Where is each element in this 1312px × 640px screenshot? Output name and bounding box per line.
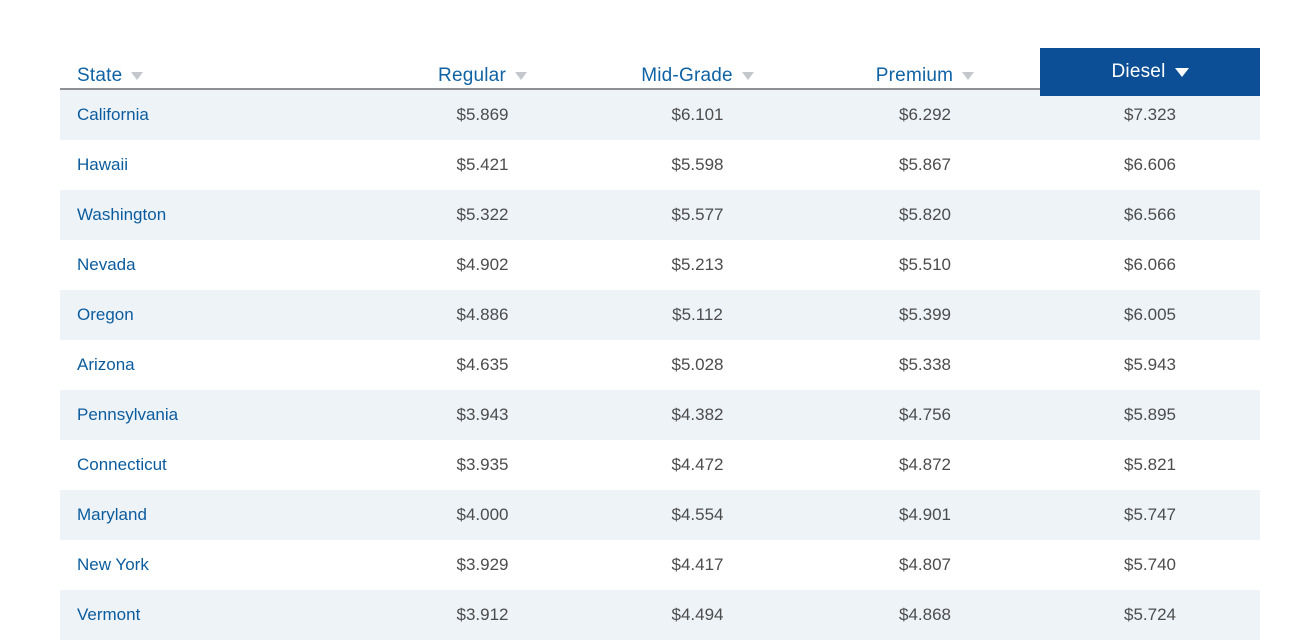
price-cell-diesel: $5.740	[1124, 555, 1176, 574]
table-row: Oregon $4.886 $5.112 $5.399 $6.005	[60, 290, 1260, 340]
price-cell-midgrade: $4.554	[671, 505, 724, 524]
price-cell-premium: $4.901	[899, 505, 951, 524]
table-row: Connecticut $3.935 $4.472 $4.872 $5.821	[60, 440, 1260, 490]
table-row: New York $3.929 $4.417 $4.807 $5.740	[60, 540, 1260, 590]
price-cell-regular: $4.902	[456, 255, 509, 274]
price-cell-regular: $3.943	[456, 405, 509, 424]
state-link[interactable]: Vermont	[77, 605, 141, 624]
price-cell-premium: $4.872	[899, 455, 951, 474]
column-header-state-label: State	[77, 65, 123, 86]
price-cell-diesel: $5.821	[1124, 455, 1176, 474]
price-cell-midgrade: $5.213	[671, 255, 724, 274]
table-row: Nevada $4.902 $5.213 $5.510 $6.066	[60, 240, 1260, 290]
chevron-down-icon	[962, 72, 975, 80]
table-body: California $5.869 $6.101 $6.292 $7.323 Hawaii…	[60, 90, 1260, 640]
state-link[interactable]: California	[77, 105, 149, 124]
price-cell-premium: $4.756	[899, 405, 951, 424]
price-cell-premium: $4.807	[899, 555, 951, 574]
state-link[interactable]: Pennsylvania	[77, 405, 179, 424]
price-cell-diesel: $5.895	[1124, 405, 1176, 424]
price-cell-premium: $5.338	[899, 355, 951, 374]
price-cell-diesel: $5.943	[1124, 355, 1176, 374]
table-row: Maryland $4.000 $4.554 $4.901 $5.747	[60, 490, 1260, 540]
state-link[interactable]: Oregon	[77, 305, 134, 324]
gas-price-table: State Regular Mid-Grade Premium Diesel C…	[60, 48, 1260, 640]
price-cell-regular: $4.000	[456, 505, 509, 524]
price-cell-regular: $5.869	[456, 105, 509, 124]
price-cell-midgrade: $4.417	[671, 555, 724, 574]
price-cell-midgrade: $5.028	[671, 355, 724, 374]
price-cell-regular: $5.322	[456, 205, 509, 224]
state-link[interactable]: Maryland	[77, 505, 147, 524]
price-cell-regular: $4.635	[456, 355, 509, 374]
column-header-premium-label: Premium	[875, 65, 954, 86]
price-cell-premium: $5.820	[899, 205, 951, 224]
column-header-midgrade[interactable]: Mid-Grade	[585, 56, 810, 96]
price-cell-midgrade: $5.577	[671, 205, 724, 224]
state-link[interactable]: Washington	[77, 205, 167, 224]
state-link[interactable]: Connecticut	[77, 455, 167, 474]
state-link[interactable]: Nevada	[77, 255, 136, 274]
price-cell-midgrade: $5.112	[672, 305, 723, 324]
column-header-midgrade-label: Mid-Grade	[641, 65, 733, 86]
price-cell-diesel: $5.747	[1124, 505, 1176, 524]
table-row: Pennsylvania $3.943 $4.382 $4.756 $5.895	[60, 390, 1260, 440]
price-cell-regular: $5.421	[456, 155, 509, 174]
column-header-diesel-active-sort[interactable]: Diesel	[1040, 48, 1260, 96]
price-cell-regular: $3.929	[456, 555, 509, 574]
column-header-state[interactable]: State	[60, 56, 380, 96]
price-cell-diesel: $6.606	[1124, 155, 1176, 174]
column-header-diesel-label: Diesel	[1111, 61, 1166, 82]
price-cell-premium: $5.867	[899, 155, 951, 174]
price-cell-regular: $3.935	[456, 455, 509, 474]
table-row: California $5.869 $6.101 $6.292 $7.323	[60, 90, 1260, 140]
price-cell-midgrade: $4.494	[671, 605, 724, 624]
price-cell-premium: $5.510	[899, 255, 951, 274]
price-cell-midgrade: $6.101	[671, 105, 724, 124]
price-cell-premium: $6.292	[899, 105, 951, 124]
state-link[interactable]: Hawaii	[77, 155, 129, 174]
chevron-down-icon	[514, 72, 527, 80]
price-cell-diesel: $6.566	[1124, 205, 1176, 224]
price-cell-premium: $5.399	[899, 305, 951, 324]
price-cell-regular: $3.912	[456, 605, 509, 624]
column-header-premium[interactable]: Premium	[810, 56, 1040, 96]
state-link[interactable]: Arizona	[77, 355, 135, 374]
table-row: Vermont $3.912 $4.494 $4.868 $5.724	[60, 590, 1260, 640]
price-cell-premium: $4.868	[899, 605, 951, 624]
chevron-down-icon	[131, 72, 144, 80]
price-cell-diesel: $6.066	[1124, 255, 1176, 274]
price-cell-diesel: $6.005	[1124, 305, 1176, 324]
table-header-row: State Regular Mid-Grade Premium Diesel	[60, 48, 1260, 96]
price-cell-diesel: $5.724	[1124, 605, 1176, 624]
column-header-regular-label: Regular	[438, 65, 506, 86]
table-row: Hawaii $5.421 $5.598 $5.867 $6.606	[60, 140, 1260, 190]
price-cell-midgrade: $5.598	[671, 155, 724, 174]
table-row: Washington $5.322 $5.577 $5.820 $6.566	[60, 190, 1260, 240]
price-cell-diesel: $7.323	[1124, 105, 1176, 124]
chevron-down-icon	[1174, 67, 1189, 77]
column-header-regular[interactable]: Regular	[380, 56, 585, 96]
price-cell-midgrade: $4.382	[671, 405, 724, 424]
price-cell-midgrade: $4.472	[671, 455, 724, 474]
price-cell-regular: $4.886	[456, 305, 509, 324]
table-row: Arizona $4.635 $5.028 $5.338 $5.943	[60, 340, 1260, 390]
state-link[interactable]: New York	[77, 555, 149, 574]
chevron-down-icon	[741, 72, 754, 80]
